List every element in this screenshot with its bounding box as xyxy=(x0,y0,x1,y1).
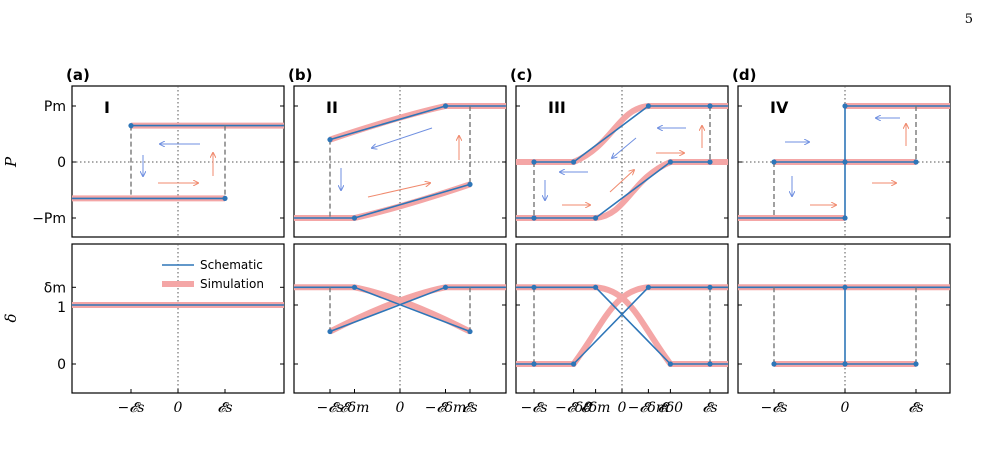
ytick-label: −Pm xyxy=(32,211,66,227)
data-point xyxy=(645,103,652,109)
xtick-label: 𝓔s xyxy=(702,400,717,416)
data-point xyxy=(442,284,449,290)
xtick-label: 𝓔s xyxy=(908,400,923,416)
panel-label: (a) xyxy=(66,66,90,84)
regime-label: III xyxy=(548,98,566,117)
regime-label: II xyxy=(326,98,338,117)
arrow-red xyxy=(367,183,430,198)
ytick-label: 0 xyxy=(57,155,66,171)
panel-label: (c) xyxy=(510,66,533,84)
xtick-label: 𝓔δ0 xyxy=(658,400,683,416)
data-point xyxy=(842,159,848,165)
data-point xyxy=(913,361,919,367)
data-point xyxy=(327,328,333,335)
simulation-line xyxy=(516,159,728,221)
arrow-blue xyxy=(372,127,433,148)
axes-frame-bottom xyxy=(737,243,951,394)
data-point xyxy=(707,361,713,367)
ytick-label: δm xyxy=(44,280,66,296)
data-point xyxy=(327,137,333,143)
schematic-line xyxy=(516,286,728,365)
simulation-line xyxy=(516,284,728,367)
simulation-line xyxy=(329,103,506,143)
data-point xyxy=(842,284,848,290)
panel-label: (d) xyxy=(732,66,756,84)
ytick-label: 0 xyxy=(57,357,66,373)
ytick-label: 1 xyxy=(57,300,66,316)
data-point xyxy=(571,159,577,165)
data-point xyxy=(571,361,577,367)
data-point xyxy=(467,328,473,335)
data-point xyxy=(707,103,713,109)
schematic-line xyxy=(534,161,710,219)
schematic-line xyxy=(738,161,916,219)
data-point xyxy=(667,159,674,165)
arrow-red xyxy=(609,170,634,193)
ytick-label: Pm xyxy=(44,99,66,115)
xtick-label: −𝓔δ0 xyxy=(555,400,592,416)
data-point xyxy=(842,103,848,109)
data-point xyxy=(842,215,848,221)
xtick-label: 𝓔s xyxy=(462,400,477,416)
data-point xyxy=(593,284,599,290)
data-point xyxy=(707,159,713,165)
data-point xyxy=(531,284,537,290)
data-point xyxy=(222,195,228,201)
data-point xyxy=(531,361,537,367)
schematic-line xyxy=(774,105,950,163)
data-point xyxy=(667,361,674,367)
schematic-line xyxy=(534,105,710,163)
xtick-label: 𝓔δm xyxy=(340,400,370,416)
data-point xyxy=(645,284,652,290)
axes-frame-bottom xyxy=(293,243,507,394)
xtick-label: 0 xyxy=(841,400,850,416)
schematic-line xyxy=(354,183,471,219)
xtick-label: −𝓔δm xyxy=(425,400,466,416)
ylabel-polarization: P xyxy=(2,156,20,168)
data-point xyxy=(913,159,919,165)
axes-frame-bottom xyxy=(515,243,729,394)
data-point xyxy=(842,361,848,367)
ylabel-delta: δ xyxy=(2,313,20,322)
xtick-label: 𝓔s xyxy=(217,400,232,416)
xtick-label: 0 xyxy=(618,400,627,416)
schematic-line xyxy=(329,105,446,141)
regime-label: IV xyxy=(770,98,789,117)
data-point xyxy=(531,215,537,221)
xtick-label: −𝓔s xyxy=(521,400,548,416)
legend-simulation-label: Simulation xyxy=(200,277,264,291)
data-point xyxy=(593,215,599,221)
xtick-label: −𝓔s xyxy=(317,400,344,416)
xtick-label: −𝓔s xyxy=(118,400,145,416)
data-point xyxy=(467,181,473,187)
data-point xyxy=(442,103,449,109)
xtick-label: 0 xyxy=(174,400,183,416)
page-number: 5 xyxy=(964,12,973,27)
data-point xyxy=(351,215,358,221)
data-point xyxy=(531,159,537,165)
data-point xyxy=(771,361,777,367)
data-point xyxy=(771,159,777,165)
data-point xyxy=(128,123,134,129)
legend-schematic-label: Schematic xyxy=(200,258,263,272)
xtick-label: 𝓔δm xyxy=(581,400,611,416)
data-point xyxy=(707,284,713,290)
xtick-label: −𝓔δm xyxy=(628,400,669,416)
simulation-line xyxy=(516,103,728,165)
regime-label: I xyxy=(104,98,110,117)
xtick-label: 0 xyxy=(396,400,405,416)
panel-label: (b) xyxy=(288,66,312,84)
schematic-line xyxy=(516,286,728,365)
xtick-label: −𝓔s xyxy=(761,400,788,416)
data-point xyxy=(351,284,358,290)
simulation-line xyxy=(516,284,728,367)
simulation-line xyxy=(294,181,471,221)
arrow-blue xyxy=(612,137,637,158)
